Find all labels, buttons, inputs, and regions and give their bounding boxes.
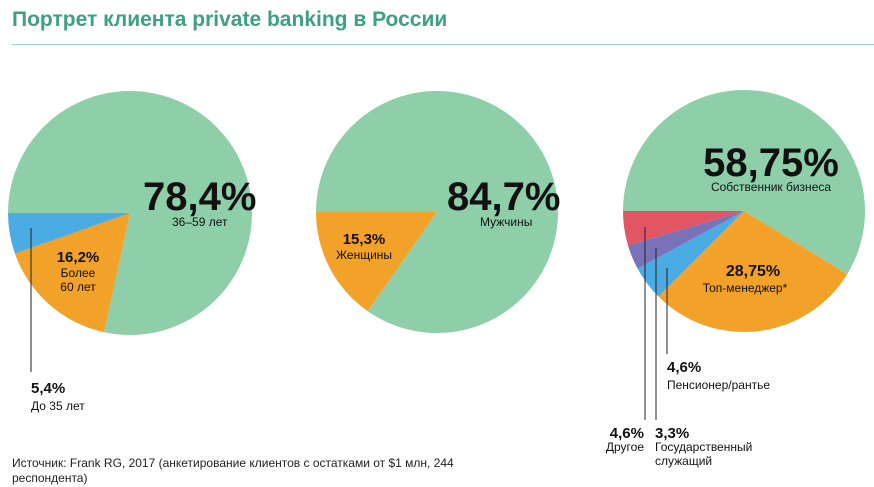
- label-civil-servant-line2: служащий: [655, 454, 712, 468]
- label-60-plus-line2: 60 лет: [60, 280, 96, 294]
- label-value-under-35: 5,4%: [31, 380, 65, 397]
- pie-slice-business-owner: [623, 89, 865, 275]
- label-other: Другое: [606, 440, 644, 454]
- pie-slice-top-manager: [658, 211, 848, 332]
- label-value-other: 4,6%: [610, 425, 644, 442]
- label-value-pensioner: 4,6%: [667, 359, 701, 376]
- pie-slice-women: [316, 212, 437, 312]
- label-women: Женщины: [336, 248, 392, 262]
- pie-slice-under-35: [8, 213, 130, 254]
- label-men: Мужчины: [480, 215, 532, 229]
- pie-slice-civil-servant: [628, 211, 744, 269]
- pie-slice-men: [316, 90, 559, 333]
- label-value-women: 15,3%: [343, 231, 386, 248]
- label-value-business-owner: 58,75%: [703, 141, 839, 185]
- label-value-civil-servant: 3,3%: [655, 425, 689, 442]
- label-value-top-manager: 28,75%: [726, 263, 780, 280]
- pie-slice-60-plus: [14, 213, 130, 333]
- label-value-36-59: 78,4%: [143, 175, 256, 219]
- pie-slice-other: [623, 211, 744, 246]
- source-note: Источник: Frank RG, 2017 (анкетирование …: [12, 456, 454, 485]
- label-civil-servant-line1: Государственный: [655, 440, 752, 454]
- label-business-owner: Собственник бизнеса: [711, 180, 831, 194]
- label-value-60-plus: 16,2%: [57, 249, 100, 266]
- title-divider: [12, 44, 874, 45]
- label-top-manager: Топ-менеджер*: [703, 281, 788, 295]
- label-value-men: 84,7%: [447, 175, 560, 219]
- label-under-35: До 35 лет: [31, 399, 85, 413]
- label-pensioner: Пенсионер/рантье: [667, 378, 770, 392]
- chart-title: Портрет клиента private banking в России: [12, 8, 448, 31]
- pie-slice-pensioner: [637, 211, 744, 297]
- label-60-plus-line1: Более: [61, 266, 96, 280]
- label-36-59: 36–59 лет: [172, 215, 228, 229]
